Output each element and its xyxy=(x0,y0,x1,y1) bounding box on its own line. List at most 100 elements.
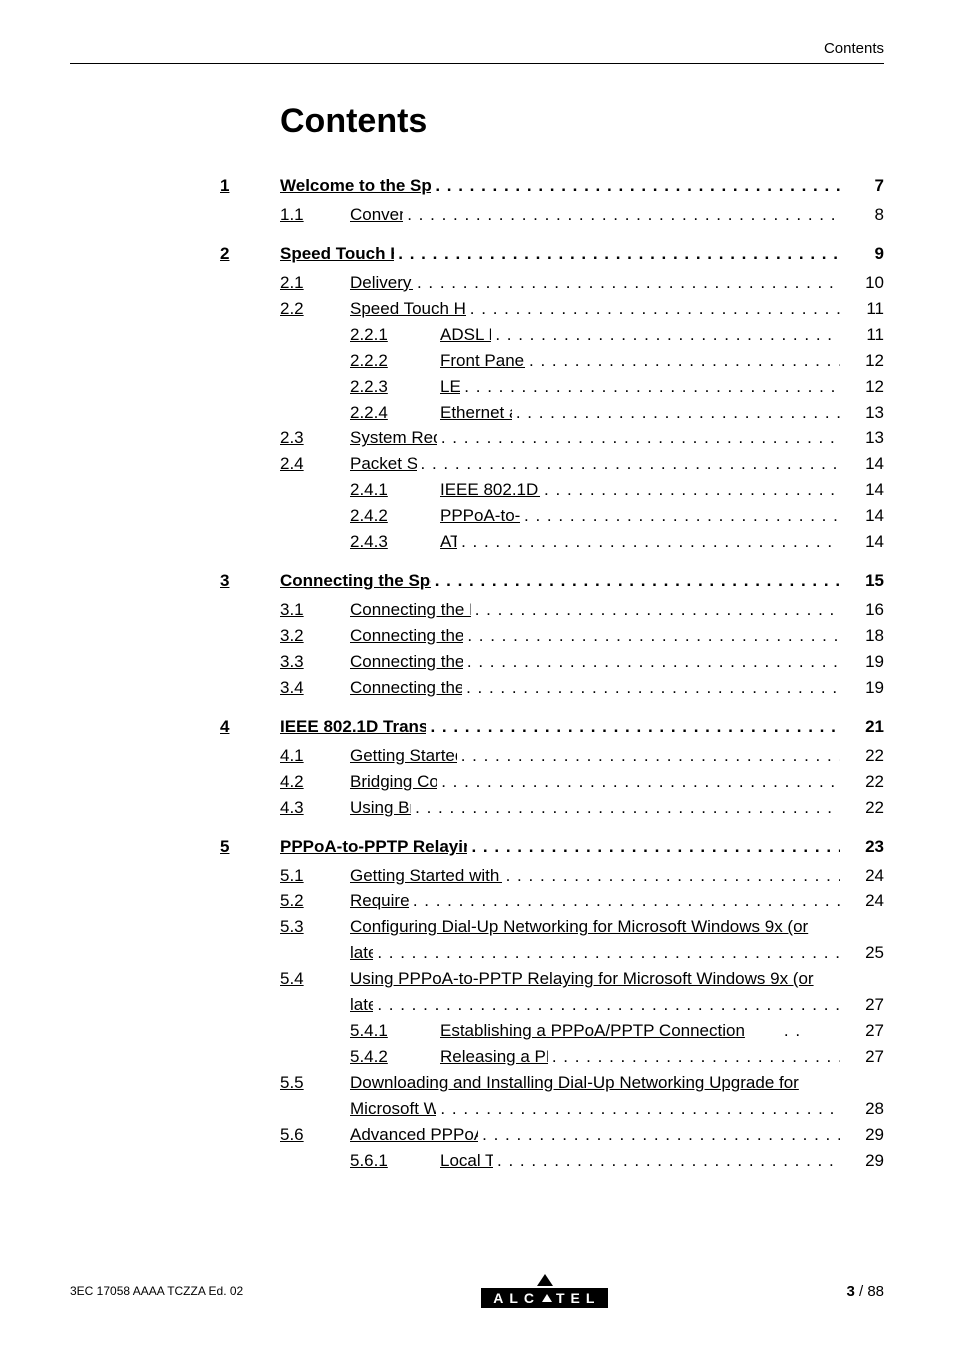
toc-subsection-number[interactable]: 2.4.3 xyxy=(350,531,440,554)
toc-section-label[interactable]: Connecting the Ethernet Interface xyxy=(350,599,471,622)
toc-chapter-number[interactable]: 4 xyxy=(220,716,280,739)
toc-section-label[interactable]: Downloading and Installing Dial-Up Netwo… xyxy=(350,1072,840,1095)
toc-section-number[interactable]: 5.5 xyxy=(280,1072,350,1095)
toc-section-number[interactable]: 5.1 xyxy=(280,865,350,888)
toc-chapter-label[interactable]: IEEE 802.1D Transparent Bridging xyxy=(280,716,426,739)
toc-page: 8 xyxy=(840,204,884,227)
toc-page: 27 xyxy=(840,994,884,1017)
toc-section-number[interactable]: 2.4 xyxy=(280,453,350,476)
toc-page: 14 xyxy=(840,531,884,554)
toc-section-label[interactable]: Conventions xyxy=(350,204,403,227)
toc-chapter-number[interactable]: 3 xyxy=(220,570,280,593)
toc-section-label[interactable]: Requirements xyxy=(350,890,409,913)
toc-subsection-number[interactable]: 2.4.1 xyxy=(350,479,440,502)
toc-subsection-number[interactable]: 5.4.1 xyxy=(350,1020,440,1043)
toc-section-number[interactable]: 4.2 xyxy=(280,771,350,794)
toc-subsection-number[interactable]: 2.2.1 xyxy=(350,324,440,347)
toc-section-number[interactable]: 3.2 xyxy=(280,625,350,648)
toc-leader-dots: . . . . . . . . . . . . . . . . . . . . … xyxy=(478,1124,840,1147)
toc-section-label-cont[interactable]: later) xyxy=(350,942,373,965)
toc-leader-dots: . . . . . . . . . . . . . . . . . . . . … xyxy=(512,402,840,425)
toc-subsection-number[interactable]: 2.4.2 xyxy=(350,505,440,528)
toc-subsection-label[interactable]: ADSL Exposed xyxy=(440,324,491,347)
toc-row: 5.4.2Releasing a PPPoA/PPTP Connection. … xyxy=(220,1046,884,1069)
toc-subsection-label[interactable]: ATM xyxy=(440,531,457,554)
toc-chapter-label[interactable]: Welcome to the Speed Touch Home xyxy=(280,175,431,198)
toc-section-number[interactable]: 4.1 xyxy=(280,745,350,768)
toc-subsection-number[interactable]: 2.2.4 xyxy=(350,402,440,425)
toc-subsection-number[interactable]: 2.2.3 xyxy=(350,376,440,399)
toc-section-label[interactable]: Packet Services xyxy=(350,453,417,476)
toc-subsection-number[interactable]: 5.4.2 xyxy=(350,1046,440,1069)
toc-section-label[interactable]: Getting Started with PPPoA-to-PPTP Relay… xyxy=(350,865,502,888)
toc-leader-dots: . . . . . . . . . . . . . . . . . . . . … xyxy=(493,1150,840,1173)
toc-page: 22 xyxy=(840,771,884,794)
toc-subsection-number[interactable]: 5.6.1 xyxy=(350,1150,440,1173)
toc-chapter-number[interactable]: 2 xyxy=(220,243,280,266)
toc-row: 5.1Getting Started with PPPoA-to-PPTP Re… xyxy=(220,865,884,888)
toc-leader-dots: . . . . . . . . . . . . . . . . . . . . … xyxy=(437,771,840,794)
toc-row: 5.5Downloading and Installing Dial-Up Ne… xyxy=(220,1072,884,1095)
toc-subsection-label[interactable]: Ethernet and ATMF-25 xyxy=(440,402,512,425)
toc-section-number[interactable]: 2.1 xyxy=(280,272,350,295)
toc-section-label[interactable]: Configuring Dial-Up Networking for Micro… xyxy=(350,916,840,939)
toc-section-number[interactable]: 3.1 xyxy=(280,599,350,622)
toc-section-label[interactable]: Connecting the ADSL Interface xyxy=(350,651,463,674)
toc-row: 5.3Configuring Dial-Up Networking for Mi… xyxy=(220,916,884,939)
toc-section-number[interactable]: 5.3 xyxy=(280,916,350,939)
toc-page: 12 xyxy=(840,350,884,373)
toc-chapter-number[interactable]: 5 xyxy=(220,836,280,859)
toc-row: 2.4.1IEEE 802.1D Transparent Bridging. .… xyxy=(220,479,884,502)
toc-page: 15 xyxy=(840,570,884,593)
toc-subsection-label[interactable]: PPPoA-to-PPTP Relaying xyxy=(440,505,520,528)
toc-section-number[interactable]: 3.4 xyxy=(280,677,350,700)
toc-section-number[interactable]: 2.3 xyxy=(280,427,350,450)
toc-leader-dots: . . . . . . . . . . . . . . . . . . . . … xyxy=(463,651,840,674)
toc-section-label-cont[interactable]: later) xyxy=(350,994,373,1017)
toc-section-number[interactable]: 2.2 xyxy=(280,298,350,321)
toc-section-label[interactable]: Using PPPoA-to-PPTP Relaying for Microso… xyxy=(350,968,840,991)
page-number: 3 / 88 xyxy=(846,1283,884,1300)
toc-section-label[interactable]: Bridging Configuration xyxy=(350,771,437,794)
toc-section-label[interactable]: Using Bridging xyxy=(350,797,411,820)
page-total: 88 xyxy=(867,1283,884,1300)
toc-section-label[interactable]: Advanced PPPoA-to-PPTP Relaying xyxy=(350,1124,478,1147)
toc-leader-dots: . . xyxy=(780,1020,840,1043)
toc-leader-dots: . . . . . . . . . . . . . . . . . . . . … xyxy=(463,625,840,648)
toc-section-number[interactable]: 5.2 xyxy=(280,890,350,913)
toc-section-label[interactable]: Connecting the ATMF Interface xyxy=(350,625,463,648)
toc-leader-dots: . . . . . . . . . . . . . . . . . . . . … xyxy=(462,677,840,700)
toc-section-label[interactable]: Connecting the Power Adapter xyxy=(350,677,462,700)
toc-row: Microsoft Windows 95. . . . . . . . . . … xyxy=(220,1098,884,1121)
toc-row: 2.2.1ADSL Exposed. . . . . . . . . . . .… xyxy=(220,324,884,347)
toc-section-label[interactable]: Speed Touch Home at a Glance xyxy=(350,298,466,321)
toc-row: 2.2.3LEDs. . . . . . . . . . . . . . . .… xyxy=(220,376,884,399)
toc-leader-dots: . . . . . . . . . . . . . . . . . . . . … xyxy=(548,1046,840,1069)
toc-row: later). . . . . . . . . . . . . . . . . … xyxy=(220,994,884,1017)
toc-subsection-label[interactable]: Releasing a PPPoA/PPTP Connection xyxy=(440,1046,548,1069)
toc-chapter-number[interactable]: 1 xyxy=(220,175,280,198)
toc-leader-dots: . . . . . . . . . . . . . . . . . . . . … xyxy=(502,865,840,888)
toc-chapter-label[interactable]: PPPoA-to-PPTP Relaying for Microsoft Win… xyxy=(280,836,467,859)
toc-subsection-label[interactable]: Local Tunneling xyxy=(440,1150,493,1173)
toc-subsection-label[interactable]: Front Panel and Rear Panel xyxy=(440,350,525,373)
toc-chapter-label[interactable]: Connecting the Speed Touch Home xyxy=(280,570,431,593)
toc-subsection-number[interactable]: 2.2.2 xyxy=(350,350,440,373)
toc-section-number[interactable]: 3.3 xyxy=(280,651,350,674)
toc-chapter-label[interactable]: Speed Touch Home Tour xyxy=(280,243,394,266)
table-of-contents: 1Welcome to the Speed Touch Home . . . . … xyxy=(220,175,884,1173)
toc-subsection-label[interactable]: Establishing a PPPoA/PPTP Connection xyxy=(440,1020,780,1043)
toc-section-label[interactable]: Delivery Check xyxy=(350,272,413,295)
toc-subsection-label[interactable]: LEDs xyxy=(440,376,460,399)
toc-section-number[interactable]: 5.4 xyxy=(280,968,350,991)
toc-row: 5.6Advanced PPPoA-to-PPTP Relaying. . . … xyxy=(220,1124,884,1147)
toc-section-number[interactable]: 1.1 xyxy=(280,204,350,227)
toc-section-label-cont[interactable]: Microsoft Windows 95 xyxy=(350,1098,436,1121)
toc-row: 5.2Requirements. . . . . . . . . . . . .… xyxy=(220,890,884,913)
toc-section-number[interactable]: 5.6 xyxy=(280,1124,350,1147)
toc-section-number[interactable]: 4.3 xyxy=(280,797,350,820)
toc-section-label[interactable]: Getting Started with Bridging xyxy=(350,745,457,768)
toc-leader-dots: . . . . . . . . . . . . . . . . . . . . … xyxy=(403,204,840,227)
toc-section-label[interactable]: System Requirements xyxy=(350,427,437,450)
toc-subsection-label[interactable]: IEEE 802.1D Transparent Bridging xyxy=(440,479,540,502)
